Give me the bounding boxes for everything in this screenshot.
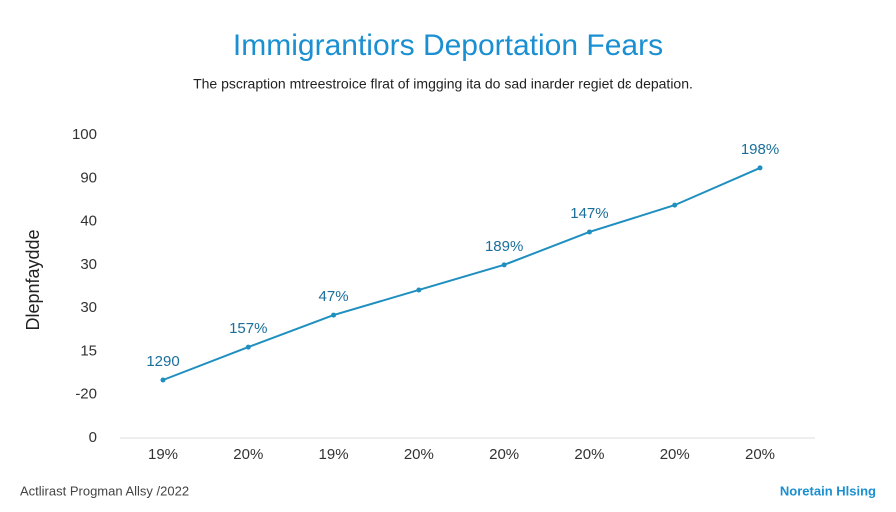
- data-label: 47%: [319, 288, 349, 305]
- y-tick-label: 100: [72, 126, 97, 143]
- data-point: [245, 344, 251, 350]
- data-label: 198%: [741, 141, 779, 158]
- data-point: [672, 202, 678, 208]
- x-tick-label: 20%: [574, 446, 604, 463]
- chart-subtitle: The pscraption mtreestroice flrat of img…: [193, 76, 693, 92]
- brand: Noretain Hlsing: [780, 483, 876, 498]
- y-tick-label: 40: [80, 213, 97, 230]
- y-tick-label: 90: [80, 169, 97, 186]
- data-label: 1290: [146, 353, 179, 370]
- data-label: 189%: [485, 238, 523, 255]
- y-tick-label: 15: [80, 342, 97, 359]
- data-point: [757, 165, 763, 171]
- data-label: 147%: [570, 205, 608, 222]
- x-tick-label: 20%: [660, 446, 690, 463]
- x-tick-label: 20%: [489, 446, 519, 463]
- y-tick-label: -20: [75, 386, 97, 403]
- data-point: [160, 377, 166, 383]
- y-axis-label: Dlepnfaydde: [23, 229, 43, 330]
- y-tick-label: 30: [80, 299, 97, 316]
- data-point: [586, 229, 592, 235]
- data-point: [416, 287, 422, 293]
- x-tick-label: 20%: [404, 446, 434, 463]
- y-tick-label: 0: [89, 429, 97, 446]
- x-tick-label: 19%: [319, 446, 349, 463]
- x-tick-label: 19%: [148, 446, 178, 463]
- y-tick-label: 30: [80, 256, 97, 273]
- chart-title: Immigrantiors Deportation Fears: [233, 29, 663, 62]
- x-tick-label: 20%: [745, 446, 775, 463]
- data-line: [162, 166, 761, 381]
- data-label: 157%: [229, 320, 267, 337]
- data-point: [331, 312, 337, 318]
- source-note: Actlirast Progman Allsy /2022: [20, 483, 189, 498]
- data-point: [501, 262, 507, 268]
- x-tick-label: 20%: [233, 446, 263, 463]
